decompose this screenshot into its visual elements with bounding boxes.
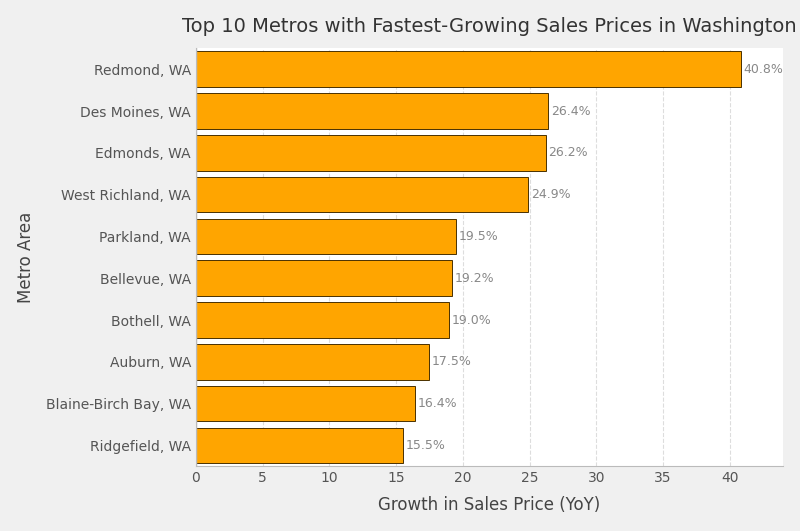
Bar bbox=[196, 52, 741, 87]
Bar bbox=[196, 302, 450, 338]
Text: 19.2%: 19.2% bbox=[455, 272, 494, 285]
Text: 17.5%: 17.5% bbox=[432, 355, 472, 369]
Bar bbox=[196, 93, 548, 129]
Text: 40.8%: 40.8% bbox=[743, 63, 783, 76]
Text: 24.9%: 24.9% bbox=[531, 188, 570, 201]
Text: 26.2%: 26.2% bbox=[548, 147, 588, 159]
X-axis label: Growth in Sales Price (YoY): Growth in Sales Price (YoY) bbox=[378, 496, 601, 515]
Bar bbox=[196, 386, 414, 422]
Text: 26.4%: 26.4% bbox=[551, 105, 590, 117]
Bar bbox=[196, 135, 546, 170]
Bar bbox=[196, 177, 528, 212]
Bar bbox=[196, 219, 456, 254]
Bar bbox=[196, 344, 430, 380]
Title: Top 10 Metros with Fastest-Growing Sales Prices in Washington: Top 10 Metros with Fastest-Growing Sales… bbox=[182, 16, 797, 36]
Bar bbox=[196, 427, 402, 463]
Text: 19.5%: 19.5% bbox=[459, 230, 498, 243]
Text: 16.4%: 16.4% bbox=[418, 397, 457, 410]
Text: 15.5%: 15.5% bbox=[406, 439, 446, 452]
Bar bbox=[196, 261, 452, 296]
Text: 19.0%: 19.0% bbox=[452, 313, 492, 327]
Y-axis label: Metro Area: Metro Area bbox=[17, 212, 34, 303]
